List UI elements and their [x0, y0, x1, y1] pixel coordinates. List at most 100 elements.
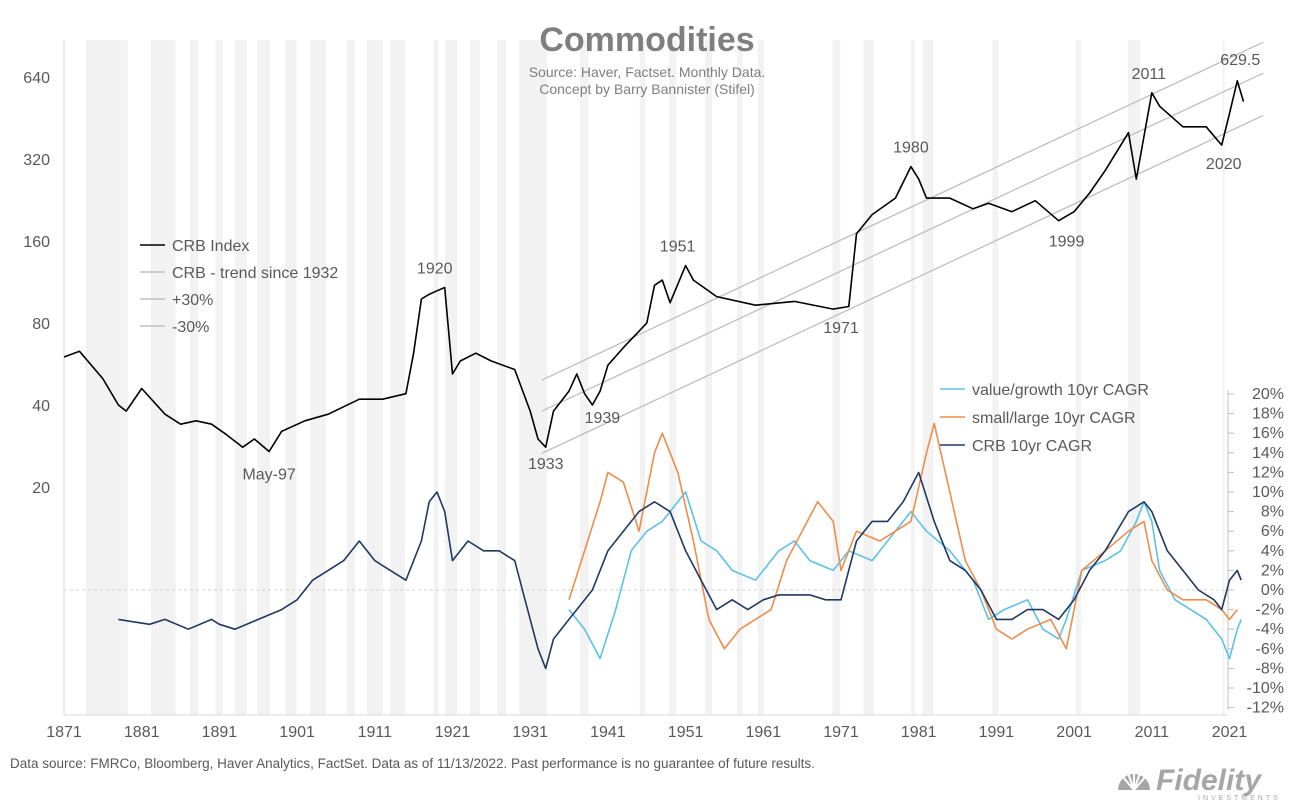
- right-tick-label: 6%: [1261, 523, 1284, 540]
- recession-band: [189, 40, 199, 715]
- series-lines: [63, 80, 1245, 670]
- footer-disclaimer: Data source: FMRCo, Bloomberg, Haver Ana…: [10, 756, 815, 771]
- recession-band: [234, 40, 247, 715]
- left-tick-label: 160: [23, 234, 50, 251]
- trend-line-plus30: [541, 41, 1264, 381]
- legend-label-minus30: -30%: [172, 319, 209, 336]
- recession-band: [1222, 40, 1225, 715]
- commodities-chart: May-97 1920 1933 1939 1951 1971 1980 1999 2011 20…: [23, 21, 1284, 741]
- left-tick-label: 80: [32, 316, 50, 333]
- right-tick-label: 16%: [1252, 425, 1284, 442]
- right-tick-label: 20%: [1252, 386, 1284, 403]
- right-tick-label: -10%: [1247, 680, 1284, 697]
- right-tick-label: -8%: [1256, 660, 1284, 677]
- recession-band: [346, 40, 356, 715]
- annotation-1999: 1999: [1049, 234, 1085, 251]
- annotation-629.5: 629.5: [1220, 52, 1260, 69]
- right-tick-label: -6%: [1256, 641, 1284, 658]
- tick-labels: 1871 1881 1891 1901 1911 1921 1931 1941 1951 1961…: [23, 70, 1284, 741]
- recession-band: [367, 40, 383, 715]
- x-tick-label: 1951: [668, 724, 704, 741]
- left-tick-label: 640: [23, 70, 50, 87]
- fidelity-logo-wordmark: Fidelity: [1156, 764, 1262, 797]
- x-tick-label: 1941: [590, 724, 626, 741]
- left-tick-label: 40: [32, 398, 50, 415]
- left-tick-label: 320: [23, 152, 50, 169]
- right-tick-label: 12%: [1252, 464, 1284, 481]
- right-tick-label: 0%: [1261, 582, 1284, 599]
- recession-band: [497, 40, 507, 715]
- recession-band: [669, 40, 677, 715]
- recession-band: [444, 40, 458, 715]
- chart-subtitle-2: Concept by Barry Bannister (Stifel): [539, 81, 755, 97]
- fidelity-logo-subtext: INVESTMENTS: [1198, 795, 1281, 802]
- fidelity-logo: Fidelity INVESTMENTS: [1118, 764, 1281, 802]
- chart-title: Commodities: [539, 21, 754, 59]
- recession-band: [519, 40, 548, 715]
- annotation-1933: 1933: [528, 456, 564, 473]
- recession-band: [705, 40, 713, 715]
- x-tick-label: 1971: [823, 724, 859, 741]
- annotation-2011: 2011: [1132, 66, 1167, 83]
- recession-band: [736, 40, 743, 715]
- series-line-small-large-10yr-cagr: [568, 422, 1238, 650]
- x-tick-label: 2021: [1212, 724, 1248, 741]
- recession-band: [285, 40, 297, 715]
- right-tick-label: 4%: [1261, 543, 1284, 560]
- left-tick-label: 20: [32, 480, 50, 497]
- right-tick-label: 2%: [1261, 562, 1284, 579]
- recession-shading: [85, 40, 1225, 715]
- x-tick-label: 1991: [979, 724, 1015, 741]
- annotation-may-97: May-97: [242, 466, 295, 483]
- x-tick-label: 1881: [124, 724, 160, 741]
- x-tick-label: 1921: [435, 724, 471, 741]
- recession-band: [922, 40, 934, 715]
- recession-band: [310, 40, 326, 715]
- legend-label-plus30: +30%: [172, 292, 213, 309]
- legend-label-trend: CRB - trend since 1932: [172, 265, 338, 282]
- recession-band: [151, 40, 176, 715]
- recession-band: [639, 40, 646, 715]
- annotation-2020: 2020: [1206, 156, 1242, 173]
- trend-line-center: [541, 72, 1264, 412]
- recession-band: [832, 40, 841, 715]
- recession-band: [579, 40, 589, 715]
- x-tick-label: 1891: [202, 724, 238, 741]
- x-tick-label: 1981: [901, 724, 937, 741]
- annotation-1920: 1920: [417, 260, 453, 277]
- fidelity-logo-icon: [1118, 772, 1150, 791]
- recession-band: [470, 40, 480, 715]
- recession-band: [992, 40, 998, 715]
- x-tick-label: 1901: [279, 724, 315, 741]
- x-tick-label: 2011: [1135, 724, 1170, 741]
- recession-band: [1127, 40, 1141, 715]
- x-tick-label: 1871: [46, 724, 82, 741]
- legend-lower: value/growth 10yr CAGR small/large 10yr …: [940, 382, 1149, 455]
- recession-band: [910, 40, 915, 715]
- annotations: May-97 1920 1933 1939 1951 1971 1980 1999 2011 20…: [242, 52, 1260, 484]
- series-line-crb-index: [63, 80, 1245, 453]
- recession-band: [433, 40, 439, 715]
- recession-band: [1075, 40, 1082, 715]
- recession-band: [215, 40, 223, 715]
- annotation-1951: 1951: [660, 239, 696, 256]
- trend-lines: [541, 41, 1264, 454]
- x-tick-label: 1911: [358, 724, 393, 741]
- annotation-1971: 1971: [823, 320, 859, 337]
- right-tick-label: 10%: [1252, 484, 1284, 501]
- legend-label-crb-cagr: CRB 10yr CAGR: [972, 438, 1092, 455]
- annotation-1980: 1980: [893, 140, 929, 157]
- recession-band: [757, 40, 765, 715]
- x-tick-label: 1961: [746, 724, 782, 741]
- series-line-value-growth-10yr-cagr: [568, 491, 1242, 660]
- right-tick-label: 8%: [1261, 504, 1284, 521]
- legend-upper: CRB Index CRB - trend since 1932 +30% -3…: [140, 238, 338, 336]
- trend-line-minus30: [541, 114, 1264, 454]
- recession-band: [863, 40, 874, 715]
- right-tick-label: -2%: [1256, 602, 1284, 619]
- recession-band: [85, 40, 128, 715]
- recession-band: [390, 40, 406, 715]
- x-tick-label: 2001: [1056, 724, 1092, 741]
- right-tick-label: -4%: [1256, 621, 1284, 638]
- series-line-crb-10yr-cagr: [118, 471, 1242, 670]
